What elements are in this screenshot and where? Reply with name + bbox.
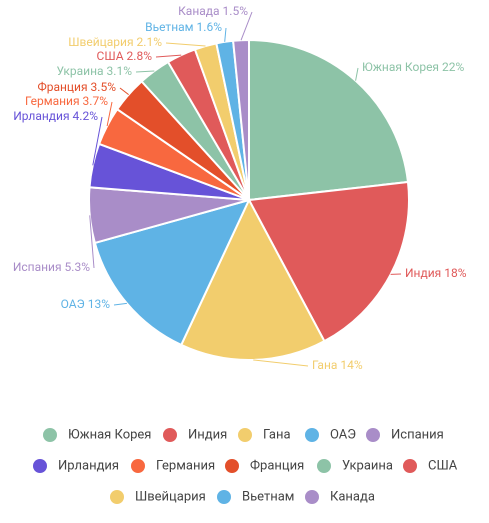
label-value: 1.5% xyxy=(223,4,249,18)
label-value: 5.3% xyxy=(65,260,91,274)
legend-marker xyxy=(238,428,252,442)
label-value: 3.1% xyxy=(107,64,133,78)
data-label: Вьетнам 1.6% xyxy=(145,20,222,34)
legend-marker xyxy=(305,428,319,442)
leader-line xyxy=(355,67,359,81)
label-category: Германия xyxy=(25,94,80,108)
pie-slice xyxy=(232,38,250,201)
legend-marker xyxy=(33,459,47,473)
legend-label: Франция xyxy=(250,458,304,473)
leader-line xyxy=(240,11,253,41)
label-value: 3.7% xyxy=(83,94,109,108)
leader-line xyxy=(253,359,309,367)
legend-marker xyxy=(163,428,177,442)
legend-marker xyxy=(43,428,57,442)
label-category: Гана xyxy=(312,358,337,372)
label-value: 13% xyxy=(88,297,110,311)
label-value: 22% xyxy=(442,60,464,74)
legend-label: Ирландия xyxy=(58,458,119,473)
label-value: 1.6% xyxy=(197,20,223,34)
data-label: Индия 18% xyxy=(405,266,467,280)
legend-label: Испания xyxy=(391,427,444,442)
legend-label: Германия xyxy=(156,458,215,473)
data-label: Ирландия 4.2% xyxy=(13,109,98,123)
label-category: Ирландия xyxy=(13,109,69,123)
legend-marker xyxy=(225,459,239,473)
pie-slice xyxy=(93,198,251,347)
data-label: Германия 3.7% xyxy=(25,94,108,108)
data-label: ОАЭ 13% xyxy=(61,297,111,311)
data-label: США 2.8% xyxy=(97,49,153,63)
legend-marker xyxy=(131,459,145,473)
leader-line xyxy=(224,27,227,42)
legend-marker xyxy=(110,490,124,504)
legend-label: Украина xyxy=(342,458,393,473)
label-category: США xyxy=(97,49,124,63)
label-category: Швейцария xyxy=(68,35,133,49)
label-category: Южная Корея xyxy=(362,60,439,74)
data-label: Украина 3.1% xyxy=(56,64,132,78)
label-category: Индия xyxy=(405,266,441,280)
legend-marker xyxy=(305,490,319,504)
pie-slice xyxy=(248,38,410,202)
leader-line xyxy=(106,101,113,127)
label-category: Франция xyxy=(37,80,87,94)
legend-label: Вьетнам xyxy=(242,489,294,504)
label-value: 14% xyxy=(340,358,362,372)
label-category: Канада xyxy=(178,4,219,18)
legend-marker xyxy=(317,459,331,473)
pie-slice xyxy=(247,180,410,343)
pie-slice xyxy=(179,197,326,361)
leader-line xyxy=(155,54,182,58)
leader-line xyxy=(119,87,129,96)
data-label: Южная Корея 22% xyxy=(362,60,464,74)
label-category: ОАЭ xyxy=(61,297,85,311)
label-value: 2.1% xyxy=(137,35,163,49)
legend: Южная Корея Индия Гана ОАЭ Испания Ирландия Ге… xyxy=(33,427,458,504)
leader-line xyxy=(135,70,155,73)
data-label: Испания 5.3% xyxy=(13,260,90,274)
legend-label: США xyxy=(428,458,458,473)
leader-line xyxy=(113,302,127,306)
data-label: Канада 1.5% xyxy=(178,4,248,18)
legend-label: Канада xyxy=(330,489,375,504)
label-category: Испания xyxy=(13,260,62,274)
label-category: Вьетнам xyxy=(145,20,193,34)
label-value: 3.5% xyxy=(91,80,117,94)
legend-label: Южная Корея xyxy=(68,427,151,442)
label-category: Украина xyxy=(56,64,103,78)
legend-marker xyxy=(366,428,380,442)
leader-line xyxy=(89,215,95,269)
legend-label: Индия xyxy=(188,427,227,442)
label-value: 18% xyxy=(444,266,466,280)
data-label: Гана 14% xyxy=(312,358,363,372)
data-label: Франция 3.5% xyxy=(37,80,116,94)
legend-label: ОАЭ xyxy=(330,427,356,442)
data-label: Швейцария 2.1% xyxy=(68,35,162,49)
legend-marker xyxy=(217,490,231,504)
leader-line xyxy=(92,116,103,166)
legend-marker xyxy=(403,459,417,473)
legend-label: Гана xyxy=(263,427,291,442)
label-value: 4.2% xyxy=(73,109,99,123)
legend-label: Швейцария xyxy=(135,489,206,504)
leader-line xyxy=(165,42,206,47)
label-value: 2.8% xyxy=(127,49,153,63)
